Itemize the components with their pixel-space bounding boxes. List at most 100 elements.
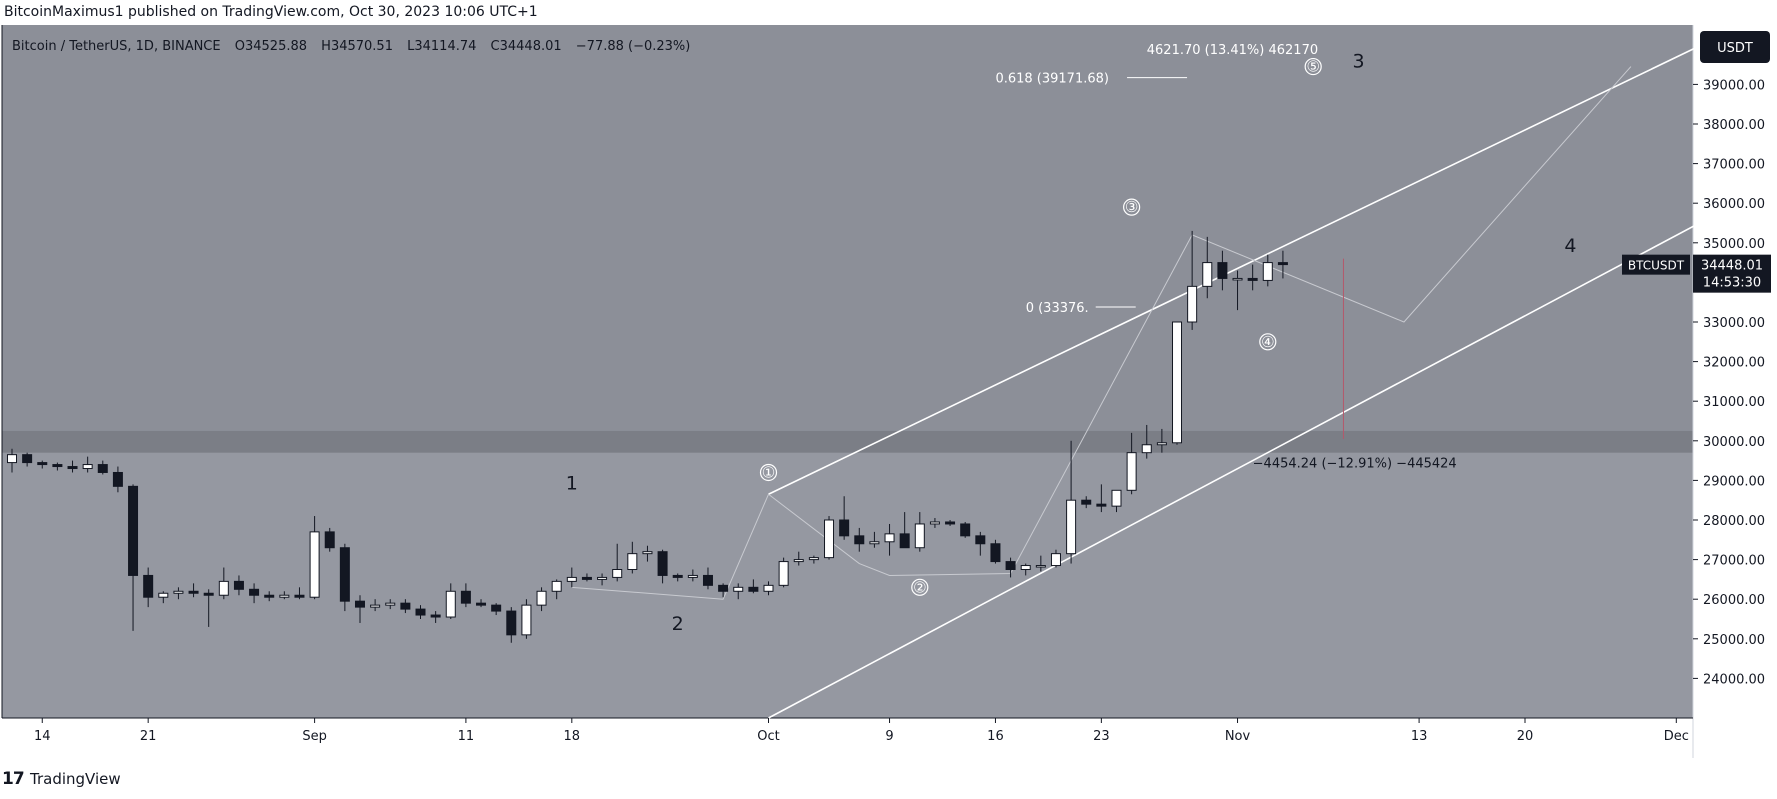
candle-body [763,584,774,592]
wave-label: 1 [566,472,578,494]
candle-down [264,591,275,602]
candle-up [1066,440,1077,564]
candle-body [687,574,698,578]
legend-open-label: O [235,39,245,54]
footer: 17 TradingView [0,758,1777,799]
candle-up [1156,428,1167,453]
candle-body [808,557,819,561]
y-tick-label: 37000.00 [1703,158,1765,173]
candle-up [778,557,789,588]
candle-body [672,574,683,578]
y-tick-label: 27000.00 [1703,554,1765,569]
candle-up [1126,432,1137,495]
candle-up [551,579,562,600]
y-tick-label: 26000.00 [1703,593,1765,608]
candle-body [702,574,713,586]
candle-down [491,603,502,616]
candle-up [370,599,381,612]
candle-up [521,599,532,639]
candle-down [430,611,441,623]
candle-body [597,576,608,580]
candle-body [1111,489,1122,507]
candle-body [839,519,850,537]
currency-button[interactable]: USDT [1700,31,1770,63]
candle-body [793,559,804,563]
candle-body [627,553,638,570]
candle-body [657,551,668,576]
candle-up [914,512,925,552]
wave-label: 4 [1564,235,1576,257]
annotation-label: 4621.70 (13.41%) 462170 [1147,43,1318,58]
y-tick-label: 35000.00 [1703,237,1765,252]
candle-down [748,579,759,594]
candle-body [1035,565,1046,568]
candle-down [112,466,123,493]
candle-body [975,535,986,545]
candle-down [324,527,335,552]
candle-up [1050,549,1061,568]
candle-down [839,496,850,540]
x-tick-label: Dec [1664,729,1689,744]
y-tick-label: 39000.00 [1703,78,1765,93]
candle-down [354,595,365,623]
annotation-label: 0 (33376. [1026,301,1089,316]
candle-body [491,604,502,612]
candle-down [581,573,592,582]
candle-up [1035,555,1046,572]
candle-body [52,464,63,468]
candle-body [324,531,335,549]
candle-up [1111,489,1122,513]
candle-down [672,573,683,582]
candle-body [97,464,108,473]
candle-up [385,599,396,610]
candle-body [385,602,396,606]
legend-symbol: Bitcoin / TetherUS, 1D, BINANCE [12,39,221,54]
candle-up [1020,563,1031,576]
footer-brand: TradingView [30,770,121,788]
candle-body [112,471,123,487]
x-tick-label: 13 [1411,729,1428,744]
price-tag-ticker: BTCUSDT [1628,259,1685,273]
legend-high: 34570.51 [331,39,393,54]
candle-body [1066,499,1077,555]
x-tick-label: Sep [302,729,327,744]
candle-up [1141,424,1152,459]
wave-label-circle [1259,333,1277,351]
candle-up [869,531,880,548]
x-tick-label: 20 [1517,729,1534,744]
candle-down [22,452,33,467]
candle-body [914,523,925,549]
candle-body [1050,553,1061,567]
candle-body [1126,452,1137,491]
candle-down [400,599,411,614]
candle-body [566,576,577,582]
candle-up [1202,236,1213,299]
legend-open: 34525.88 [245,39,307,54]
wave-polyline [571,66,1632,600]
axis-background [1693,25,1777,758]
price-chart[interactable]: 1 2 ① ② ③ ④ ⑤ 3 4 0.618 (39171.68) 4621.70 (13.41… [0,0,1777,758]
candle-down [143,567,154,608]
x-tick-label: 16 [987,729,1004,744]
candle-down [990,539,1001,564]
candle-body [249,588,260,596]
candle-body [1232,277,1243,281]
y-tick-label: 33000.00 [1703,316,1765,331]
candle-up [1172,321,1183,445]
wave-label: ⑤ [1306,58,1319,76]
candle-body [899,533,910,549]
candle-body [733,586,744,592]
candle-body [460,590,471,604]
candle-body [551,580,562,592]
candle-body [945,521,956,525]
time-axis[interactable]: 14 21 Sep 11 18 Oct 9 16 23 Nov 13 20 Dec [34,718,1689,744]
candle-body [612,569,623,578]
candle-body [7,454,17,464]
channel-upper-line [768,7,1777,495]
candle-up [7,448,17,473]
candle-down [1096,484,1107,513]
candle-up [1232,270,1243,311]
candle-body [294,594,305,598]
wave-label: ④ [1261,333,1274,351]
candle-up [627,541,638,574]
